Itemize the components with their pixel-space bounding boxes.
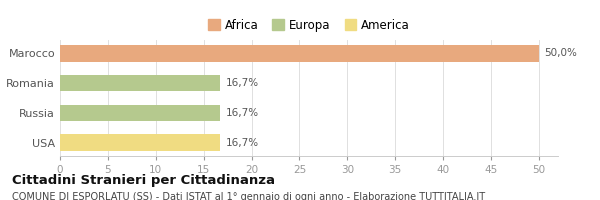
Bar xyxy=(60,105,220,121)
Text: Cittadini Stranieri per Cittadinanza: Cittadini Stranieri per Cittadinanza xyxy=(12,174,275,187)
Text: 16,7%: 16,7% xyxy=(226,78,259,88)
Text: COMUNE DI ESPORLATU (SS) - Dati ISTAT al 1° gennaio di ogni anno - Elaborazione : COMUNE DI ESPORLATU (SS) - Dati ISTAT al… xyxy=(12,192,485,200)
Bar xyxy=(60,134,220,151)
Legend: Africa, Europa, America: Africa, Europa, America xyxy=(208,19,410,32)
Text: 16,7%: 16,7% xyxy=(226,138,259,148)
Bar xyxy=(60,75,220,91)
Bar xyxy=(60,45,539,62)
Text: 50,0%: 50,0% xyxy=(545,48,577,58)
Text: 16,7%: 16,7% xyxy=(226,108,259,118)
